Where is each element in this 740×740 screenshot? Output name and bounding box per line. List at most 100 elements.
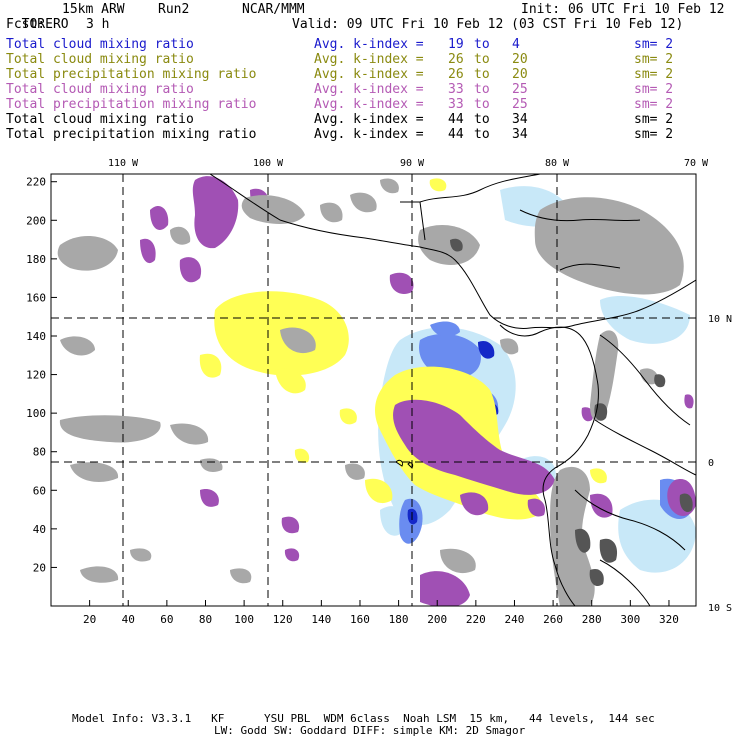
header-line-1: TORERO: [6, 2, 69, 32]
legend-kindex-label: Avg. k-index =: [314, 97, 424, 112]
run-label: Run2: [158, 2, 190, 17]
legend-kindex-label: Avg. k-index =: [314, 112, 424, 127]
legend-smoothing: sm= 2: [634, 67, 674, 82]
legend-from-value: 33: [448, 97, 464, 112]
legend-to-word: to: [474, 52, 490, 67]
valid-time: Valid: 09 UTC Fri 10 Feb 12 (03 CST Fri …: [292, 17, 684, 32]
legend-field: Total cloud mixing ratio: [6, 82, 194, 97]
legend-from-value: 44: [448, 112, 464, 127]
y-axis-tick-label: 60: [33, 484, 46, 497]
legend-from-value: 26: [448, 52, 464, 67]
lat-lon-grid: [51, 174, 696, 606]
legend-smoothing: sm= 2: [634, 82, 674, 97]
map-frame: [50, 173, 697, 607]
map-axes: 110 W 100 W 90 W 80 W 70 W 10 N 0 10 S 20 40 60 80 1…: [26, 158, 732, 626]
legend-to-word: to: [474, 82, 490, 97]
legend-kindex-label: Avg. k-index =: [314, 127, 424, 142]
x-axis-tick-label: 80: [199, 613, 212, 626]
legend-kindex-label: Avg. k-index =: [314, 82, 424, 97]
y-axis-tick-label: 220: [26, 176, 46, 189]
legend-field: Total precipitation mixing ratio: [6, 127, 257, 142]
legend-to-value: 34: [512, 127, 528, 142]
x-axis-tick-label: 120: [273, 613, 293, 626]
x-axis-tick-label: 280: [582, 613, 602, 626]
model-name: TORERO: [21, 17, 69, 32]
x-axis-tick-label: 260: [543, 613, 563, 626]
init-time: Init: 06 UTC Fri 10 Feb 12: [521, 2, 725, 17]
latitude-label: 10 S: [708, 603, 732, 614]
legend-smoothing: sm= 2: [634, 112, 674, 127]
legend-field: Total cloud mixing ratio: [6, 112, 194, 127]
legend-to-word: to: [474, 127, 490, 142]
x-axis-tick-label: 200: [427, 613, 447, 626]
longitude-label: 80 W: [545, 158, 570, 169]
x-axis-tick-label: 100: [234, 613, 254, 626]
legend-to-value: 4: [512, 37, 520, 52]
x-axis-tick-label: 160: [350, 613, 370, 626]
x-axis-tick-label: 40: [122, 613, 135, 626]
legend-field: Total cloud mixing ratio: [6, 37, 194, 52]
y-axis-tick-label: 80: [33, 446, 46, 459]
cloud-field-gray: [57, 178, 684, 606]
legend-kindex-label: Avg. k-index =: [314, 67, 424, 82]
org-label: NCAR/MMM: [242, 2, 305, 17]
y-axis-tick-label: 120: [26, 369, 46, 382]
legend-smoothing: sm= 2: [634, 52, 674, 67]
legend-to-word: to: [474, 67, 490, 82]
longitude-label: 100 W: [253, 158, 284, 169]
coastlines: [209, 174, 696, 606]
legend-to-word: to: [474, 37, 490, 52]
legend-row: Total cloud mixing ratio Avg. k-index = 33…: [6, 82, 726, 97]
legend-kindex-label: Avg. k-index =: [314, 52, 424, 67]
x-axis-tick-label: 60: [160, 613, 173, 626]
legend-smoothing: sm= 2: [634, 127, 674, 142]
latitude-label: 10 N: [708, 314, 732, 325]
legend-from-value: 19: [448, 37, 464, 52]
legend-to-word: to: [474, 112, 490, 127]
cloud-field-dark-gray: [450, 238, 693, 587]
legend-smoothing: sm= 2: [634, 97, 674, 112]
x-axis-tick-label: 240: [505, 613, 525, 626]
y-axis-tick-label: 140: [26, 330, 46, 343]
x-axis-tick-label: 300: [620, 613, 640, 626]
legend-to-word: to: [474, 97, 490, 112]
legend-from-value: 33: [448, 82, 464, 97]
field-layer: [51, 174, 696, 606]
legend-row: Total precipitation mixing ratio Avg. k-i…: [6, 67, 726, 82]
model-info-line-1: Model Info: V3.3.1 KF YSU PBL WDM 6class…: [72, 712, 655, 725]
legend-row: Total precipitation mixing ratio Avg. k-i…: [6, 127, 726, 142]
weather-map: 110 W 100 W 90 W 80 W 70 W 10 N 0 10 S 20 40 60 80 1…: [26, 158, 732, 626]
legend-field: Total cloud mixing ratio: [6, 52, 194, 67]
legend-row: Total cloud mixing ratio Avg. k-index = 26…: [6, 52, 726, 67]
forecast-label: Fcst:: [6, 17, 46, 32]
model-resolution: 15km ARW: [62, 2, 125, 17]
y-axis-tick-label: 40: [33, 523, 46, 536]
legend-to-value: 34: [512, 112, 528, 127]
legend-field: Total precipitation mixing ratio: [6, 97, 257, 112]
y-axis-tick-label: 100: [26, 407, 46, 420]
longitude-label: 110 W: [108, 158, 139, 169]
legend-from-value: 44: [448, 127, 464, 142]
precip-field-purple: [140, 176, 696, 606]
legend-from-value: 26: [448, 67, 464, 82]
legend-row: Total cloud mixing ratio Avg. k-index = 44…: [6, 112, 726, 127]
legend-to-value: 25: [512, 82, 528, 97]
longitude-label: 70 W: [684, 158, 709, 169]
y-axis-tick-label: 180: [26, 253, 46, 266]
model-info-line-2: LW: Godd SW: Goddard DIFF: simple KM: 2D…: [214, 724, 526, 737]
y-axis-tick-label: 200: [26, 214, 46, 227]
legend-kindex-label: Avg. k-index =: [314, 37, 424, 52]
x-axis-tick-label: 140: [311, 613, 331, 626]
x-axis-tick-label: 20: [83, 613, 96, 626]
legend-row: Total precipitation mixing ratio Avg. k-i…: [6, 97, 726, 112]
longitude-label: 90 W: [400, 158, 425, 169]
y-axis-tick-label: 20: [33, 561, 46, 574]
legend-row: Total cloud mixing ratio Avg. k-index = 19…: [6, 37, 726, 52]
forecast-hour: 3 h: [86, 17, 110, 32]
legend-field: Total precipitation mixing ratio: [6, 67, 257, 82]
x-axis-tick-label: 220: [466, 613, 486, 626]
legend-smoothing: sm= 2: [634, 37, 674, 52]
x-axis-tick-label: 320: [659, 613, 679, 626]
legend-to-value: 20: [512, 67, 528, 82]
legend-to-value: 25: [512, 97, 528, 112]
